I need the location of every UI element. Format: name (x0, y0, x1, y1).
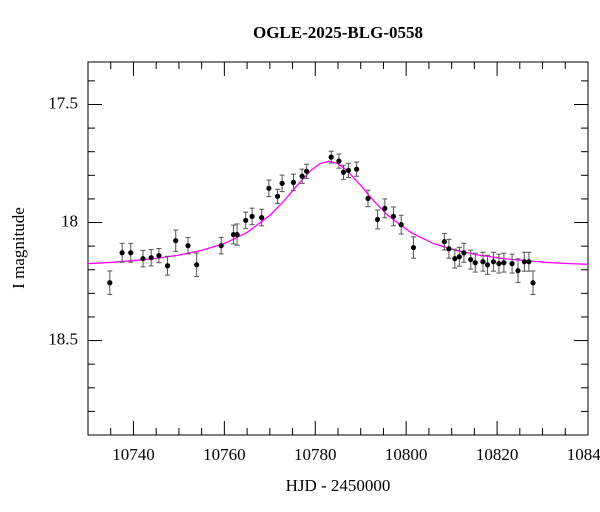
x-tick-label: 10760 (203, 445, 246, 464)
data-point (374, 216, 381, 223)
data-point (441, 239, 447, 245)
data-point (274, 193, 281, 199)
x-axis-label: HJD - 2450000 (286, 476, 391, 495)
data-point (484, 262, 491, 268)
data-point (128, 250, 134, 256)
data-point (243, 217, 249, 224)
data-point (328, 154, 334, 160)
data-point (461, 250, 467, 256)
data-point (279, 180, 285, 186)
data-point (234, 231, 240, 238)
data-point (340, 169, 347, 175)
chart-title: OGLE-2025-BLG-0558 (253, 23, 423, 42)
data-point (164, 263, 171, 269)
data-point (382, 205, 388, 211)
data-point (194, 262, 200, 268)
data-point (259, 214, 265, 221)
data-point (336, 158, 342, 164)
data-point (119, 250, 125, 256)
data-point (156, 252, 162, 259)
model-curve (88, 160, 588, 265)
data-point (140, 256, 146, 262)
data-point (501, 260, 507, 266)
data-point (490, 259, 497, 265)
data-point (290, 179, 297, 185)
y-tick-label: 17.5 (48, 93, 78, 112)
data-point (496, 261, 502, 267)
y-tick-label: 18.5 (48, 329, 78, 348)
x-tick-label: 10820 (476, 445, 519, 464)
data-point (266, 185, 272, 191)
x-tick-label: 10800 (385, 445, 428, 464)
data-point (249, 213, 255, 219)
data-point (390, 213, 397, 219)
data-point (354, 166, 360, 172)
data-point (452, 256, 458, 262)
data-point (526, 259, 532, 265)
data-point (299, 173, 305, 179)
y-tick-label: 18 (61, 211, 78, 230)
plot-area (88, 150, 588, 296)
data-point (410, 244, 417, 251)
data-point (472, 260, 478, 266)
data-point (345, 167, 352, 173)
data-point (218, 243, 224, 249)
data-point (446, 246, 452, 252)
data-point (515, 268, 521, 274)
data-point (468, 256, 474, 263)
data-point (148, 255, 154, 261)
x-tick-label: 10780 (294, 445, 337, 464)
data-point (173, 238, 179, 244)
x-tick-label: 10840 (567, 445, 600, 464)
data-point (365, 195, 371, 202)
data-point (509, 261, 515, 267)
data-point (456, 254, 462, 260)
data-point (521, 259, 527, 265)
data-point (398, 222, 404, 228)
data-point (230, 231, 237, 238)
x-tick-label: 10740 (112, 445, 155, 464)
data-point (185, 243, 191, 249)
data-point (480, 259, 486, 265)
data-point (530, 280, 536, 286)
data-point (304, 168, 310, 174)
data-point (107, 280, 113, 286)
y-axis-label: I magnitude (9, 207, 28, 289)
